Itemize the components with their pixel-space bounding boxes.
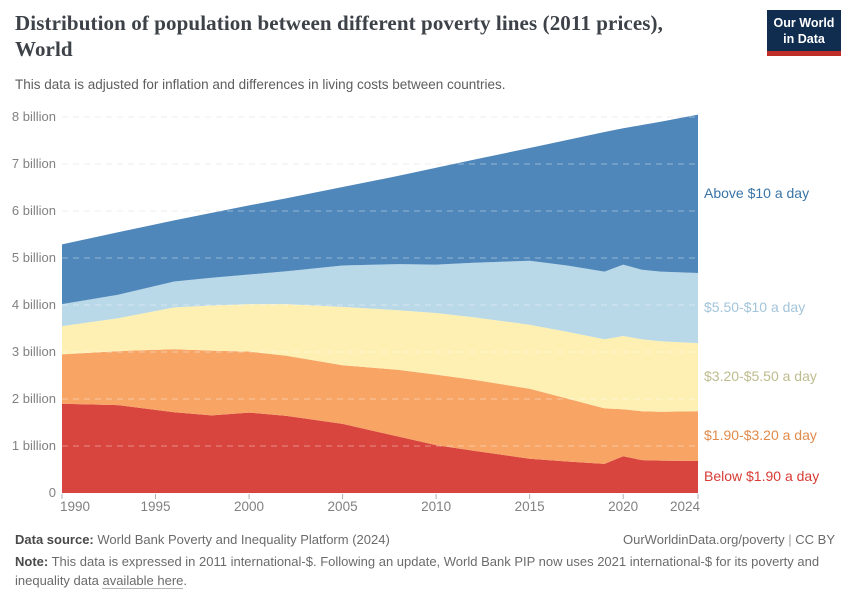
license: CC BY [795, 532, 835, 547]
owid-logo[interactable]: Our World in Data [767, 10, 841, 57]
credit: OurWorldinData.org/poverty | CC BY [623, 532, 835, 547]
footer-note: Note: This data is expressed in 2011 int… [15, 552, 835, 590]
data-source-value: World Bank Poverty and Inequality Platfo… [97, 532, 390, 547]
chart-title-line2: World [15, 37, 73, 61]
area-below-1-90-a-day [62, 403, 698, 493]
owid-logo-line2: in Data [783, 31, 825, 46]
chart-title-line1: Distribution of population between diffe… [15, 11, 663, 35]
credit-separator: | [788, 532, 792, 547]
note-label: Note: [15, 554, 49, 569]
note-text: This data is expressed in 2011 internati… [15, 554, 820, 588]
site-url: OurWorldinData.org/poverty [623, 532, 785, 547]
chart-title: Distribution of population between diffe… [15, 10, 745, 62]
source-line: Data source: World Bank Poverty and Ineq… [15, 532, 835, 547]
chart-footer: Data source: World Bank Poverty and Ineq… [15, 532, 835, 590]
available-here-link[interactable]: available here [102, 573, 184, 589]
area-3-20-5-50-a-day [62, 304, 698, 412]
data-source-label: Data source: [15, 532, 94, 547]
area-above-10-a-day [62, 114, 698, 305]
area-1-90-3-20-a-day [62, 349, 698, 464]
chart-subtitle: This data is adjusted for inflation and … [15, 77, 506, 92]
area-5-50-10-a-day [62, 260, 698, 344]
data-source: Data source: World Bank Poverty and Ineq… [15, 532, 390, 547]
owid-logo-line1: Our World [773, 16, 835, 30]
note-suffix: . [183, 573, 188, 588]
